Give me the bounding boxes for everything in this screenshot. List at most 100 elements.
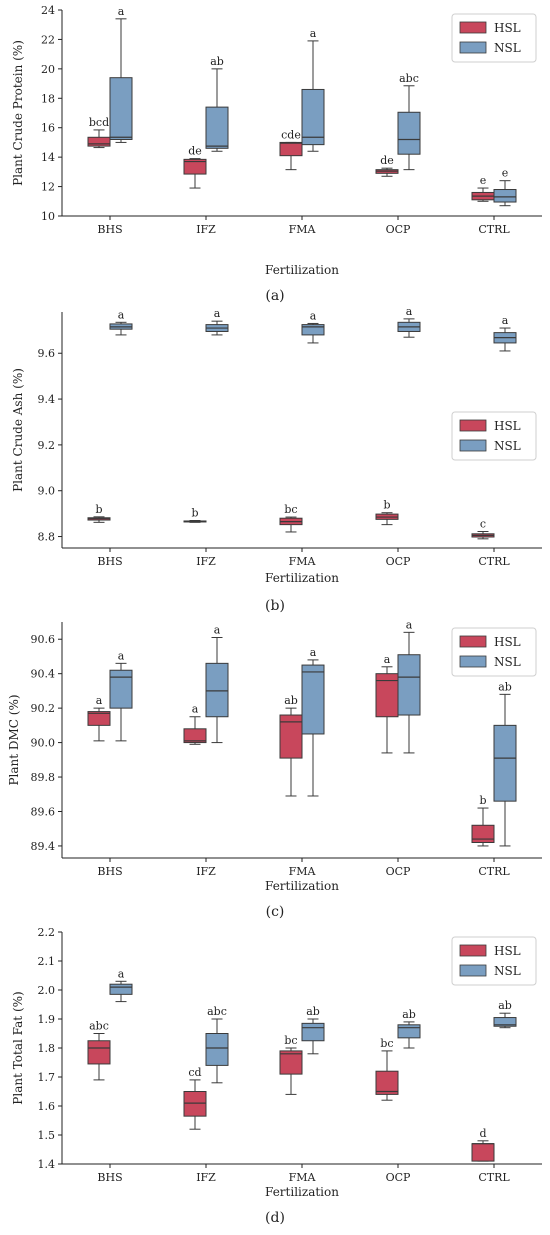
box-nsl-ctrl: ab xyxy=(493,999,517,1029)
y-tick-label: 90.4 xyxy=(31,668,56,681)
y-tick-label: 89.4 xyxy=(31,840,56,853)
box-nsl-fma: a xyxy=(301,646,325,797)
legend-label-hsl: HSL xyxy=(494,21,521,35)
iqr-box xyxy=(471,1143,495,1162)
y-axis-label: Plant Crude Protein (%) xyxy=(11,40,25,186)
iqr-box xyxy=(301,664,325,735)
legend: HSL NSL xyxy=(451,13,537,63)
box-hsl-fma: ab xyxy=(279,694,303,797)
iqr-box xyxy=(397,654,421,716)
x-tick-label: IFZ xyxy=(196,865,216,878)
y-tick-label: 1.6 xyxy=(38,1100,56,1113)
x-axis-label: Fertilization xyxy=(265,1185,339,1199)
box-hsl-fma: cde xyxy=(279,128,303,171)
significance-letter: a xyxy=(502,314,509,327)
box-hsl-ifz: a xyxy=(183,703,207,745)
y-tick-label: 1.4 xyxy=(38,1158,56,1171)
legend: HSL NSL xyxy=(451,936,537,986)
x-tick-label: OCP xyxy=(386,223,411,236)
panel-3: 89.4 89.6 89.8 90.0 90.2 90.4 90.6 BHS IFZ FMA OCP… xyxy=(7,618,542,920)
iqr-box xyxy=(279,714,303,759)
y-tick-label: 16 xyxy=(41,122,55,135)
significance-letter: cde xyxy=(281,128,301,141)
significance-letter: a xyxy=(192,703,199,716)
x-tick-label: OCP xyxy=(386,1171,411,1184)
x-tick-label: FMA xyxy=(289,555,317,568)
legend-label-nsl: NSL xyxy=(494,439,521,453)
x-tick-label: BHS xyxy=(97,865,122,878)
legend-swatch-nsl xyxy=(459,964,487,977)
x-tick-label: CTRL xyxy=(478,223,510,236)
iqr-box xyxy=(109,77,133,140)
box-nsl-bhs: a xyxy=(109,5,133,143)
y-tick-label: 1.5 xyxy=(38,1129,56,1142)
iqr-box xyxy=(397,1024,421,1039)
y-tick-label: 2.1 xyxy=(38,955,56,968)
box-hsl-ctrl: c xyxy=(471,518,495,540)
box-nsl-ifz: abc xyxy=(205,1005,229,1084)
box-hsl-ocp: b xyxy=(375,499,399,526)
iqr-box xyxy=(471,824,495,843)
significance-letter: a xyxy=(310,27,317,40)
significance-letter: a xyxy=(96,694,103,707)
significance-letter: a xyxy=(406,305,413,318)
box-hsl-ctrl: b xyxy=(471,794,495,847)
x-tick-label: CTRL xyxy=(478,555,510,568)
significance-letter: bc xyxy=(284,503,297,516)
panel-2: 8.8 9.0 9.2 9.4 9.6 BHS IFZ FMA OCP CTRL Fertiliza… xyxy=(11,305,542,614)
box-nsl-bhs: a xyxy=(109,967,133,1003)
significance-letter: bc xyxy=(380,1037,393,1050)
x-tick-label: FMA xyxy=(289,223,317,236)
x-tick-label: CTRL xyxy=(478,865,510,878)
y-tick-label: 9.2 xyxy=(38,439,56,452)
significance-letter: abc xyxy=(207,1005,227,1018)
box-nsl-ocp: abc xyxy=(397,72,421,171)
x-axis-label: Fertilization xyxy=(265,263,339,277)
legend-swatch-hsl xyxy=(459,944,487,957)
significance-letter: c xyxy=(480,518,486,531)
legend-swatch-hsl xyxy=(459,21,487,34)
x-tick-label: OCP xyxy=(386,555,411,568)
y-tick-label: 1.9 xyxy=(38,1013,56,1026)
significance-letter: d xyxy=(479,1127,486,1140)
y-tick-label: 90.0 xyxy=(31,737,56,750)
y-tick-label: 1.8 xyxy=(38,1042,56,1055)
iqr-box xyxy=(301,88,325,146)
iqr-box xyxy=(301,324,325,336)
iqr-box xyxy=(375,1070,399,1095)
significance-letter: a xyxy=(310,309,317,322)
significance-letter: de xyxy=(380,154,394,167)
y-tick-label: 9.0 xyxy=(38,485,56,498)
box-hsl-fma: bc xyxy=(279,1034,303,1095)
box-nsl-ocp: a xyxy=(397,618,421,754)
y-axis-label: Plant Crude Ash (%) xyxy=(11,368,25,492)
significance-letter: b xyxy=(383,499,390,512)
legend-label-nsl: NSL xyxy=(494,655,521,669)
significance-letter: cd xyxy=(188,1066,201,1079)
legend-swatch-nsl xyxy=(459,41,487,54)
box-hsl-ifz: de xyxy=(183,145,207,189)
box-nsl-fma: ab xyxy=(301,1005,325,1055)
box-nsl-bhs: a xyxy=(109,649,133,742)
box-nsl-ocp: a xyxy=(397,305,421,338)
x-tick-label: CTRL xyxy=(478,1171,510,1184)
significance-letter: ab xyxy=(306,1005,320,1018)
iqr-box xyxy=(87,711,111,726)
x-tick-label: IFZ xyxy=(196,555,216,568)
box-nsl-ocp: ab xyxy=(397,1008,421,1049)
legend-label-nsl: NSL xyxy=(494,41,521,55)
significance-letter: a xyxy=(406,618,413,631)
y-tick-label: 20 xyxy=(41,63,55,76)
y-tick-label: 14 xyxy=(41,151,55,164)
significance-letter: a xyxy=(310,646,317,659)
legend-label-hsl: HSL xyxy=(494,419,521,433)
significance-letter: b xyxy=(95,503,102,516)
box-hsl-ifz: cd xyxy=(183,1066,207,1130)
significance-letter: bc xyxy=(284,1034,297,1047)
iqr-box xyxy=(205,662,229,718)
y-tick-label: 9.4 xyxy=(38,393,56,406)
box-hsl-ctrl: d xyxy=(471,1127,495,1162)
x-axis-label: Fertilization xyxy=(265,571,339,585)
significance-letter: a xyxy=(214,307,221,320)
